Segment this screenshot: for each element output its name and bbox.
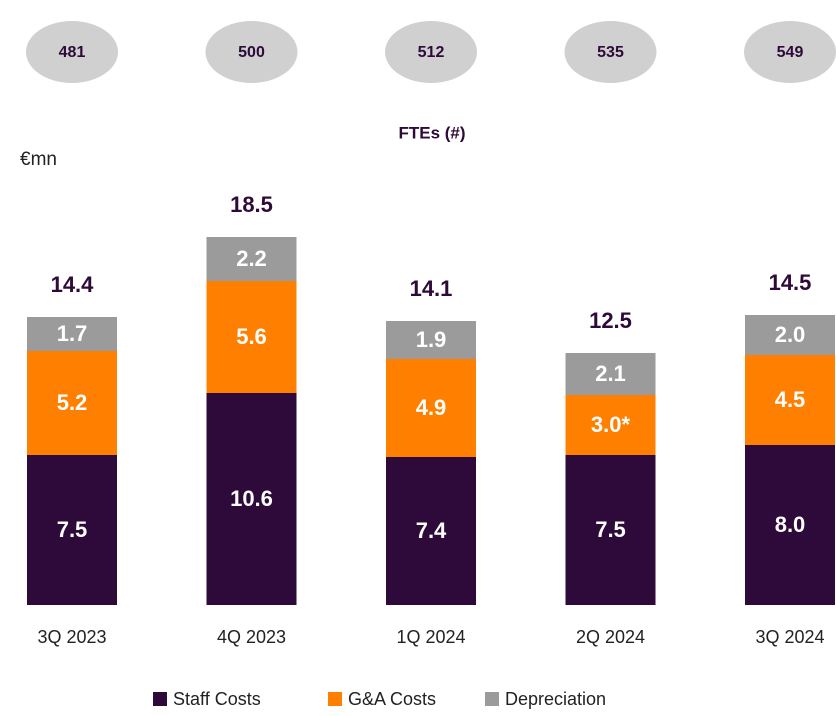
x-tick-label: 3Q 2023 bbox=[37, 627, 106, 647]
segment-label: 10.6 bbox=[230, 486, 273, 511]
fte-bubble bbox=[744, 21, 836, 83]
legend-label: Staff Costs bbox=[173, 689, 261, 709]
legend-label: G&A Costs bbox=[348, 689, 436, 709]
bar-segment bbox=[745, 355, 835, 445]
bar-segment bbox=[27, 317, 117, 351]
legend-swatch bbox=[153, 692, 167, 706]
segment-label: 2.0 bbox=[775, 322, 806, 347]
x-tick-label: 4Q 2023 bbox=[217, 627, 286, 647]
bar-segment bbox=[206, 237, 297, 281]
segment-label: 4.5 bbox=[775, 387, 806, 412]
unit-label: €mn bbox=[20, 149, 57, 170]
segment-label: 3.0* bbox=[591, 412, 631, 437]
fte-bubble bbox=[205, 21, 298, 83]
legend-label: Depreciation bbox=[505, 689, 606, 709]
bar-segment bbox=[745, 315, 835, 355]
segment-label: 1.7 bbox=[57, 321, 88, 346]
fte-bubble bbox=[26, 21, 118, 83]
bar-segment bbox=[386, 321, 476, 359]
x-tick-label: 2Q 2024 bbox=[576, 627, 645, 647]
bar-segment bbox=[745, 445, 835, 605]
fte-bubble bbox=[385, 21, 477, 83]
bar-segment bbox=[386, 359, 476, 457]
fte-value: 481 bbox=[59, 44, 86, 61]
legend-swatch bbox=[485, 692, 499, 706]
fte-value: 549 bbox=[777, 44, 804, 61]
fte-value: 500 bbox=[238, 44, 265, 61]
segment-label: 5.2 bbox=[57, 390, 88, 415]
total-label: 18.5 bbox=[230, 192, 273, 217]
segment-label: 7.5 bbox=[595, 517, 626, 542]
bar-segment bbox=[565, 353, 656, 395]
total-label: 14.5 bbox=[769, 270, 812, 295]
segment-label: 1.9 bbox=[416, 327, 447, 352]
total-label: 14.4 bbox=[51, 272, 95, 297]
segment-label: 7.5 bbox=[57, 517, 88, 542]
bar-segment bbox=[206, 393, 297, 605]
bar-segment bbox=[27, 455, 117, 605]
segment-label: 5.6 bbox=[236, 324, 267, 349]
x-tick-label: 3Q 2024 bbox=[755, 627, 824, 647]
fte-label: FTEs (#) bbox=[398, 123, 465, 142]
bar-segment bbox=[386, 457, 476, 605]
fte-value: 535 bbox=[597, 44, 624, 61]
segment-label: 2.2 bbox=[236, 246, 267, 271]
fte-bubble bbox=[564, 21, 657, 83]
segment-label: 8.0 bbox=[775, 512, 806, 537]
segment-label: 2.1 bbox=[595, 361, 626, 386]
total-label: 12.5 bbox=[589, 308, 632, 333]
segment-label: 4.9 bbox=[416, 395, 447, 420]
segment-label: 7.4 bbox=[416, 518, 447, 543]
fte-value: 512 bbox=[418, 44, 445, 61]
legend-swatch bbox=[328, 692, 342, 706]
bar-segment bbox=[565, 395, 656, 455]
total-label: 14.1 bbox=[410, 276, 453, 301]
bar-segment bbox=[27, 351, 117, 455]
x-tick-label: 1Q 2024 bbox=[396, 627, 465, 647]
bar-segment bbox=[206, 281, 297, 393]
bar-segment bbox=[565, 455, 656, 605]
